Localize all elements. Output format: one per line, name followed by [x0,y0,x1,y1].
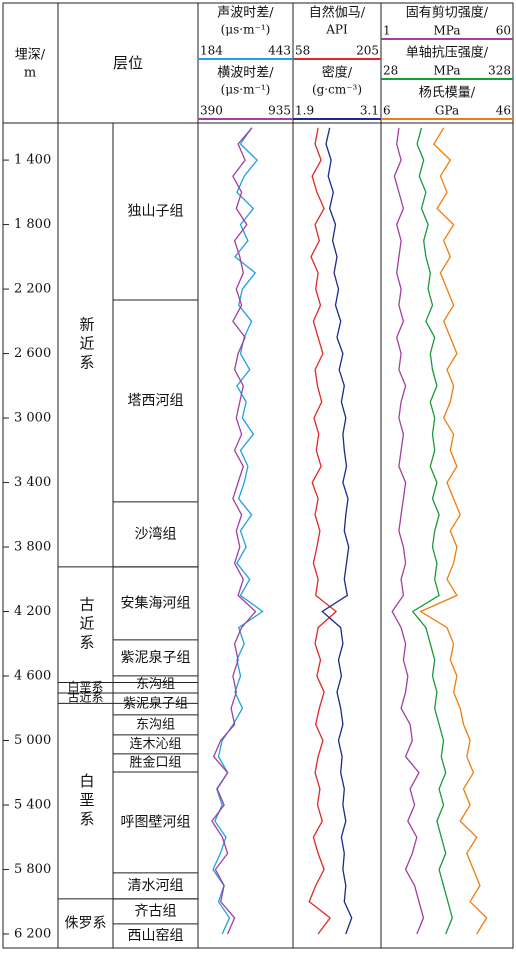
log-curve [419,127,488,935]
scale-max: 60 [496,24,511,38]
y-tick-label: 3 400 [14,475,51,490]
scale-max: 3.1 [360,104,379,118]
formation-label: 紫泥泉子组 [123,695,188,711]
curve-unit: (μs·m⁻¹) [221,83,271,97]
system-label: 白垩系 [67,679,103,694]
scale-min: 390 [200,104,223,118]
log-curve [391,127,425,935]
curve-name: 杨氏模量/ [419,86,476,101]
y-tick-label: 2 600 [14,346,51,361]
system-label: 白垩系 [78,773,96,830]
formation-label: 西山窑组 [128,927,184,944]
scale-min: 28 [383,64,398,78]
scale-min: 58 [295,44,310,58]
curve-unit: GPa [435,104,459,118]
formation-label: 齐古组 [135,903,177,919]
formation-label: 呼图壁河组 [121,814,191,830]
scale-max: 328 [488,64,511,78]
formation-label: 胜金口组 [129,754,181,770]
curve-name: 密度/ [322,65,353,81]
scale-min: 1 [383,24,391,38]
formation-label: 清水河组 [128,878,184,894]
scale-min: 184 [200,44,223,58]
curve-unit: (g·cm⁻³) [312,83,362,97]
y-tick-label: 4 600 [14,669,51,684]
log-curve [211,127,257,935]
curve-unit: MPa [434,24,461,38]
scale-max: 443 [268,44,291,58]
y-tick-label: 1 800 [14,217,51,232]
scale-max: 935 [268,104,291,118]
formation-label: 东沟组 [136,677,175,692]
scale-min: 6 [383,104,391,118]
curve-unit: API [325,23,348,37]
log-curve [411,127,453,935]
curve-name: 声波时差/ [217,6,274,21]
log-curve [212,127,264,935]
system-label: 侏罗系 [65,915,107,931]
formation-label: 连木沁组 [129,736,181,752]
curve-unit: (μs·m⁻¹) [221,23,271,37]
log-curve [308,127,338,935]
y-tick-label: 5 000 [14,733,51,748]
system-label: 新近系 [78,316,96,373]
formation-label: 安集海河组 [121,594,191,611]
scale-min: 1.9 [295,104,314,118]
curve-name: 自然伽马/ [309,5,366,21]
depth-label: 埋深/ [15,48,46,63]
scale-max: 205 [356,44,379,58]
scale-max: 46 [496,104,511,118]
formation-label: 独山子组 [128,204,184,220]
depth-unit: m [24,66,36,81]
strata-label: 层位 [113,54,143,72]
y-tick-label: 6 200 [14,926,51,941]
system-label: 古近系 [78,596,96,653]
formation-label: 塔西河组 [128,393,184,409]
curve-name: 单轴抗压强度/ [406,45,489,61]
curve-name: 横波时差/ [217,66,274,81]
y-tick-label: 1 400 [14,153,51,168]
y-tick-label: 3 800 [14,540,51,555]
formation-label: 东沟组 [136,717,175,732]
y-tick-label: 5 800 [14,862,51,877]
y-tick-label: 2 200 [14,282,51,297]
y-tick-label: 4 200 [14,604,51,619]
y-tick-label: 3 000 [14,411,51,426]
formation-label: 沙湾组 [135,525,177,542]
y-tick-label: 5 400 [14,797,51,812]
curve-name: 固有剪切强度/ [406,5,489,21]
log-curve [321,127,353,935]
formation-label: 紫泥泉子组 [121,649,191,666]
curve-unit: MPa [434,64,461,78]
system-label: 古近系 [67,690,103,705]
